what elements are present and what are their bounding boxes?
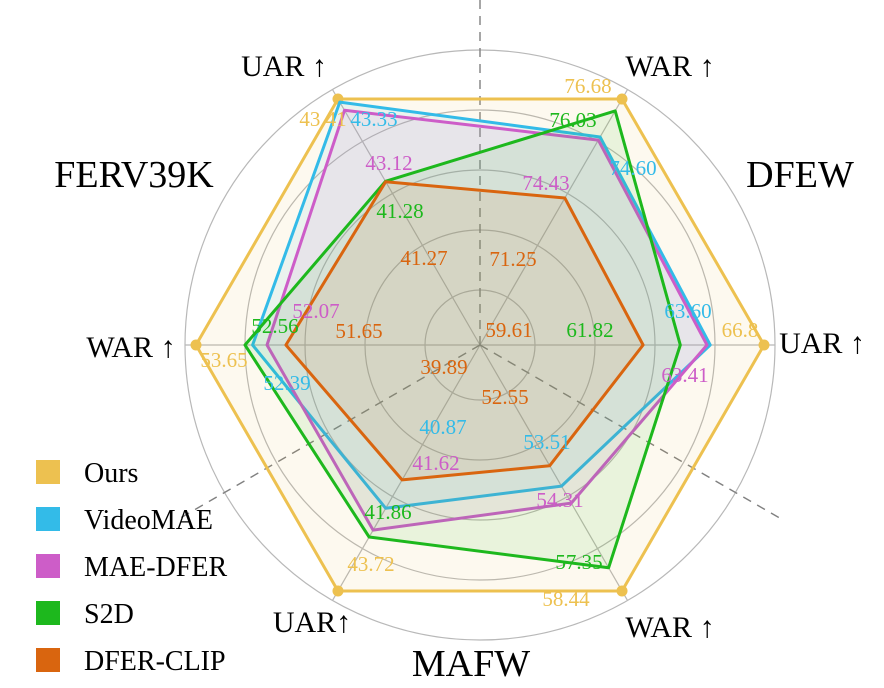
spoke-4: [331, 344, 481, 601]
dataset-label-ferv39k: FERV39K: [54, 154, 214, 196]
legend-swatch-3: [36, 554, 60, 578]
ours-point-3: [616, 585, 628, 597]
radar-grid: [180, 0, 780, 641]
value-label-s2d-5: 52.56: [251, 314, 298, 338]
value-label-dfer-clip-5: 51.65: [335, 319, 382, 343]
legend: Ours VideoMAE MAE-DFER S2D DFER-CLIP: [36, 458, 227, 677]
value-labels: 76.68 66.8 58.44 43.72 53.65 43.41 74.60 63.60 5…: [200, 74, 758, 611]
value-label-mae-dfer-2: 63.41: [661, 363, 708, 387]
legend-swatch-5: [36, 648, 60, 672]
axis-label-2: UAR ↑: [779, 327, 865, 360]
value-label-ours-3: 58.44: [542, 587, 590, 611]
value-label-videomae-2: 63.60: [664, 299, 711, 323]
legend-label-3: MAE-DFER: [84, 552, 227, 583]
legend-label-2: VideoMAE: [84, 505, 213, 536]
series-polygons: [190, 93, 770, 597]
spoke-1: [479, 89, 629, 346]
ours-point-5: [190, 339, 202, 351]
value-label-dfer-clip-3: 52.55: [481, 385, 528, 409]
legend-label-5: DFER-CLIP: [84, 646, 226, 677]
spoke-6: [331, 89, 481, 346]
value-label-mae-dfer-4: 41.62: [412, 451, 459, 475]
value-label-dfer-clip-6: 41.27: [400, 246, 447, 270]
value-label-mae-dfer-1: 74.43: [522, 171, 569, 195]
value-label-videomae-4: 40.87: [419, 415, 466, 439]
value-label-ours-4: 43.72: [347, 552, 394, 576]
value-label-ours-1: 76.68: [564, 74, 611, 98]
value-label-dfer-clip-2: 59.61: [485, 318, 532, 342]
value-label-s2d-4: 41.86: [364, 500, 411, 524]
value-label-dfer-clip-4: 39.89: [420, 355, 467, 379]
value-label-s2d-2: 61.82: [566, 318, 613, 342]
value-label-videomae-5: 52.39: [263, 371, 310, 395]
axis-label-4: UAR↑: [273, 606, 351, 639]
axis-labels: WAR ↑ UAR ↑ WAR ↑ UAR↑ WAR ↑ UAR ↑: [86, 50, 865, 644]
dataset-label-mafw: MAFW: [412, 643, 530, 685]
axis-label-3: WAR ↑: [625, 611, 714, 644]
value-label-dfer-clip-1: 71.25: [489, 247, 536, 271]
axis-label-1: WAR ↑: [625, 50, 714, 83]
value-label-s2d-3: 57.35: [555, 550, 602, 574]
legend-label-4: S2D: [84, 599, 134, 630]
dataset-label-dfew: DFEW: [746, 154, 854, 196]
legend-label-1: Ours: [84, 458, 138, 489]
value-label-videomae-6: 43.33: [350, 107, 397, 131]
value-label-mae-dfer-3: 54.31: [536, 488, 583, 512]
series-mae-dfer-polygon: [265, 108, 709, 532]
axis-label-6: UAR ↑: [241, 50, 327, 83]
value-label-videomae-3: 53.51: [523, 430, 570, 454]
value-label-ours-6: 43.41: [299, 107, 346, 131]
value-label-s2d-6: 41.28: [376, 199, 423, 223]
legend-swatch-1: [36, 460, 60, 484]
value-label-mae-dfer-5: 52.07: [292, 299, 339, 323]
legend-swatch-2: [36, 507, 60, 531]
legend-swatch-4: [36, 601, 60, 625]
dataset-labels: FERV39K DFEW MAFW: [54, 154, 854, 685]
value-label-ours-2: 66.8: [722, 318, 759, 342]
value-label-s2d-1: 76.03: [549, 108, 596, 132]
ours-point-4: [332, 585, 344, 597]
value-label-ours-5: 53.65: [200, 348, 247, 372]
spoke-3: [479, 344, 629, 601]
value-label-mae-dfer-6: 43.12: [365, 151, 412, 175]
series-dfer-clip-polygon: [284, 180, 645, 482]
axis-label-5: WAR ↑: [86, 331, 175, 364]
ours-point-2: [758, 339, 770, 351]
ours-point-1: [616, 93, 628, 105]
value-label-videomae-1: 74.60: [609, 156, 656, 180]
